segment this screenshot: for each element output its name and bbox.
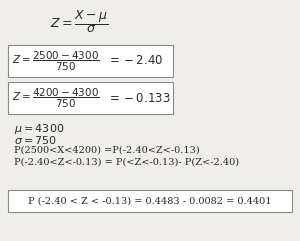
Bar [8, 82, 173, 114]
Bar [8, 190, 292, 212]
Text: P (-2.40 < Z < -0.13) = 0.4483 - 0.0082 = 0.4401: P (-2.40 < Z < -0.13) = 0.4483 - 0.0082 … [28, 196, 272, 206]
Text: $\mu = 4300$: $\mu = 4300$ [14, 122, 64, 136]
Bar [8, 45, 173, 77]
Text: $=-2.40$: $=-2.40$ [107, 54, 163, 67]
Text: $=-0.133$: $=-0.133$ [107, 92, 170, 105]
Text: $Z= \dfrac{2500-4300}{750}$: $Z= \dfrac{2500-4300}{750}$ [12, 49, 100, 73]
Text: $\sigma = 750$: $\sigma = 750$ [14, 134, 57, 146]
Text: P(2500<X<4200) =P(-2.40<Z<-0.13): P(2500<X<4200) =P(-2.40<Z<-0.13) [14, 146, 200, 155]
Text: $Z= \dfrac{4200-4300}{750}$: $Z= \dfrac{4200-4300}{750}$ [12, 86, 100, 110]
Text: P(-2.40<Z<-0.13) = P(<Z<-0.13)- P(Z<-2.40): P(-2.40<Z<-0.13) = P(<Z<-0.13)- P(Z<-2.4… [14, 158, 239, 167]
Text: $Z = \dfrac{X - \mu}{\sigma}$: $Z = \dfrac{X - \mu}{\sigma}$ [50, 8, 108, 35]
